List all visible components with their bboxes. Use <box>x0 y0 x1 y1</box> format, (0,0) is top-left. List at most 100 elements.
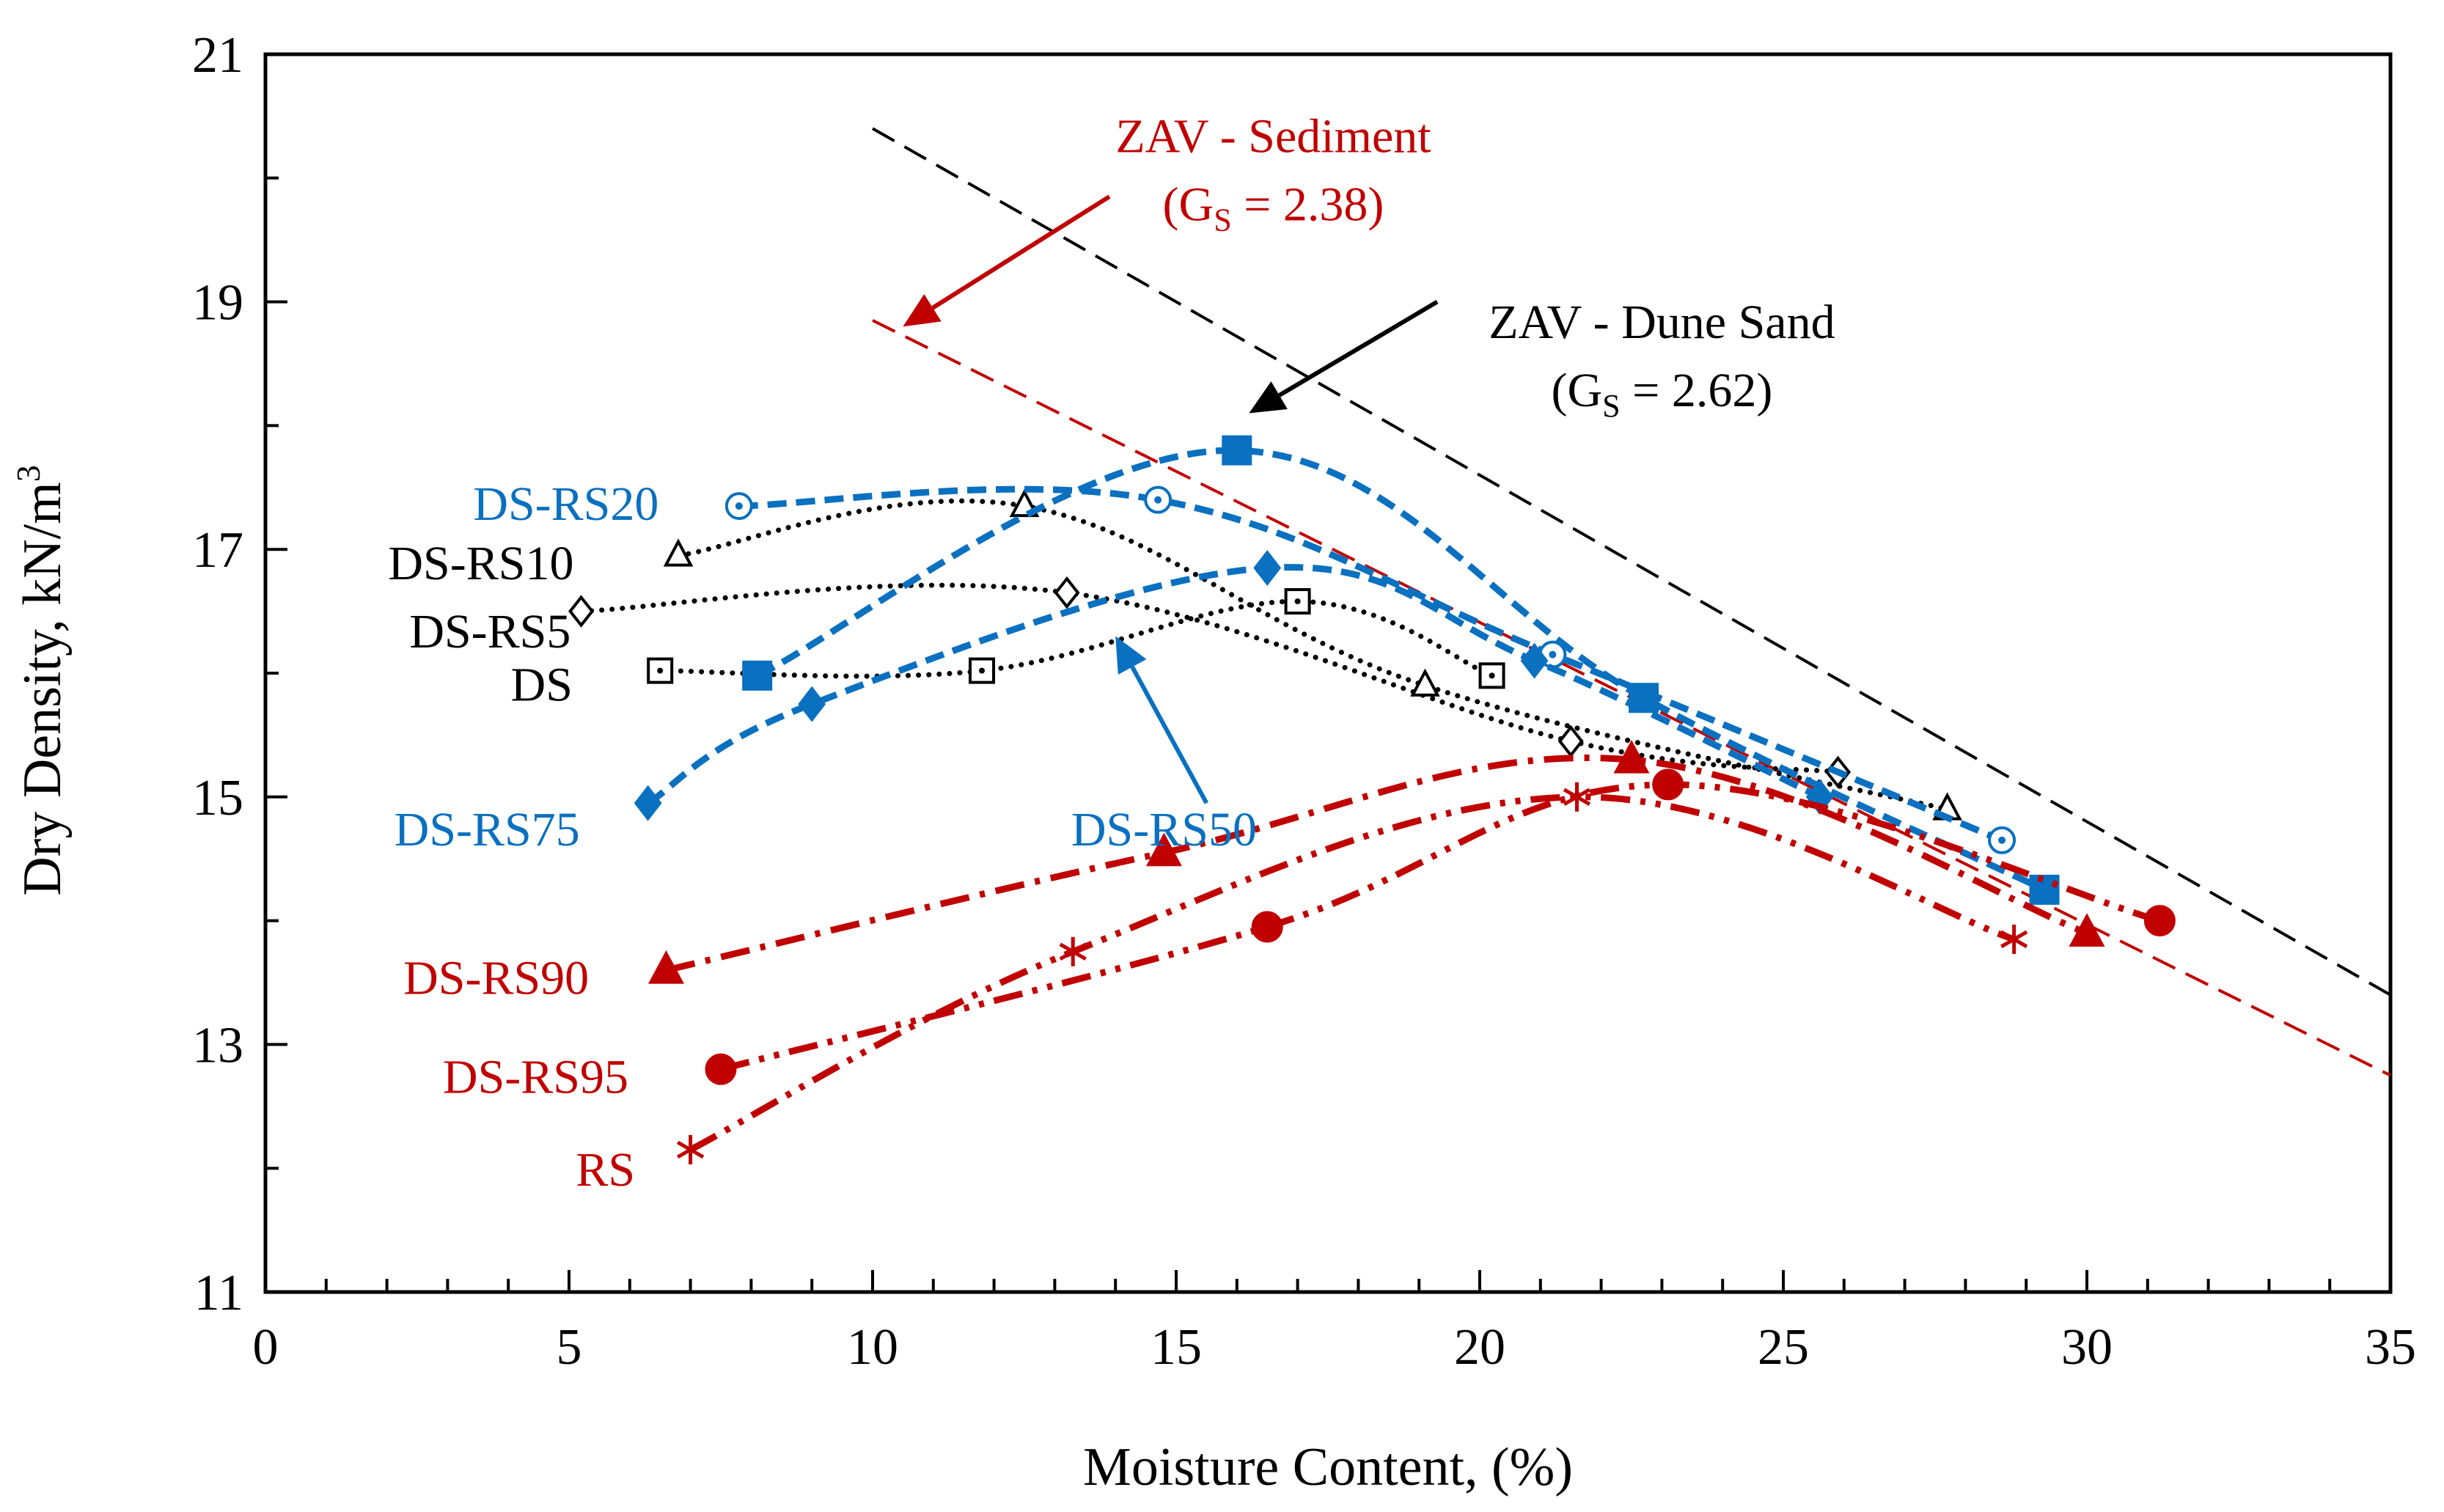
point-ds-rs90 <box>1613 739 1650 774</box>
annotation-gs-subscript: S <box>1214 202 1231 238</box>
series-label-ds-rs5: DS-RS5 <box>409 605 570 658</box>
x-axis-title: Moisture Content, (%) <box>1083 1437 1573 1497</box>
series-ds-rs50 <box>742 435 2060 905</box>
annotation-arrow-head <box>1115 636 1147 675</box>
point-ds-rs75 <box>1253 550 1282 586</box>
annotation-title: ZAV - Sediment <box>1115 110 1431 164</box>
y-tick-label: 13 <box>192 1017 243 1074</box>
point-ds-rs20-dot <box>1549 650 1557 658</box>
series-line-ds-rs95 <box>719 781 2161 1073</box>
series-label-rs: RS <box>576 1143 635 1197</box>
annotation-gs-value: = 2.62) <box>1621 364 1773 417</box>
asterisk-stroke <box>676 1140 705 1159</box>
y-tick-label: 21 <box>192 27 243 84</box>
point-ds-rs75 <box>1520 642 1549 679</box>
point-rs <box>676 1134 705 1164</box>
point-rs <box>2000 924 2028 954</box>
series-label-ds-rs75: DS-RS75 <box>395 803 580 856</box>
series-label-ds-rs50: DS-RS50 <box>1071 803 1257 856</box>
annotation-title: ZAV - Dune Sand <box>1489 296 1835 349</box>
series-ds-rs20 <box>724 485 2017 854</box>
point-ds-dot <box>1294 598 1301 605</box>
annotation-arrow-shaft <box>1278 300 1439 397</box>
y-tick-label: 11 <box>194 1265 243 1321</box>
series-line-ds-rs50 <box>755 447 2046 893</box>
y-tick-label: 17 <box>192 522 243 579</box>
point-ds-rs20-dot <box>1998 836 2006 844</box>
series-label-ds-rs95: DS-RS95 <box>443 1051 628 1104</box>
x-tick-label: 35 <box>2365 1319 2416 1376</box>
series-ds-rs95 <box>705 768 2176 1085</box>
series-label-ds-rs10: DS-RS10 <box>388 537 573 590</box>
x-tick-label: 0 <box>253 1319 279 1376</box>
point-ds-rs95 <box>2143 905 2176 937</box>
point-ds-dot <box>979 667 986 674</box>
x-tick-label: 30 <box>2061 1319 2113 1376</box>
annotation-arrow-shaft <box>1130 666 1209 804</box>
series-label-ds: DS <box>511 658 573 712</box>
annotation-0: ZAV - Sediment (GS = 2.38) <box>903 110 1431 327</box>
annotation-specific-gravity: (GS = 2.38) <box>1163 178 1384 238</box>
annotation-specific-gravity: (GS = 2.62) <box>1551 364 1772 424</box>
axes: 0 5 10 15 20 25 30 35 11 13 15 17 19 21 <box>192 27 2416 1376</box>
point-ds-rs75 <box>798 686 826 722</box>
x-tick-label: 15 <box>1151 1319 1202 1376</box>
annotation-arrow-head <box>1249 381 1288 414</box>
x-tick-label: 5 <box>557 1319 582 1376</box>
point-ds-rs5 <box>568 595 595 628</box>
x-tick-label: 20 <box>1454 1319 1505 1376</box>
series-line-ds-rs10 <box>675 498 1951 812</box>
point-ds-rs90 <box>647 950 684 984</box>
annotation-gs-value: = 2.38) <box>1232 178 1384 232</box>
x-tick-label: 25 <box>1758 1319 1809 1376</box>
point-ds-rs5 <box>1557 724 1584 758</box>
asterisk-stroke <box>1563 788 1591 806</box>
point-ds-rs20-dot <box>1154 496 1162 504</box>
x-tick-label: 10 <box>847 1319 898 1376</box>
point-ds-rs10 <box>1410 668 1440 697</box>
series-label-ds-rs90: DS-RS90 <box>403 952 589 1005</box>
point-ds-dot <box>1489 672 1495 679</box>
y-axis-title-superscript: 3 <box>10 465 47 482</box>
point-rs <box>1563 782 1591 812</box>
y-axis-title: Dry Density, kN/m3 <box>10 465 73 896</box>
point-ds-rs5 <box>1054 576 1080 609</box>
y-axis-title-main: Dry Density, kN/m <box>12 482 73 896</box>
point-ds-rs20-dot <box>735 502 743 510</box>
point-ds-rs95 <box>1652 768 1684 801</box>
series-ds-rs5 <box>568 576 1852 789</box>
point-ds-rs50 <box>1222 435 1252 466</box>
series-line-ds <box>657 598 1495 679</box>
point-rs <box>1059 936 1087 966</box>
annotation-arrow-head <box>903 294 942 327</box>
asterisk-stroke <box>2000 930 2028 949</box>
point-ds-rs95 <box>1251 911 1283 943</box>
annotation-arrow-shaft <box>931 194 1111 310</box>
point-ds-rs50 <box>742 660 773 691</box>
point-ds-rs50 <box>2029 874 2060 905</box>
plot-area <box>263 52 2393 1294</box>
series-ds-rs90 <box>647 739 2105 984</box>
annotation-2 <box>1115 636 1209 804</box>
series-line-ds-rs20 <box>738 485 2003 844</box>
y-tick-label: 19 <box>192 275 243 331</box>
zav-line-zav-dune-sand <box>872 127 2391 997</box>
annotation-gs-subscript: S <box>1602 388 1620 424</box>
annotation-gs-prefix: (G <box>1163 178 1214 232</box>
annotation-gs-prefix: (G <box>1551 364 1602 417</box>
series-line-ds-rs90 <box>665 755 2088 974</box>
series-ds <box>647 588 1505 689</box>
series-label-ds-rs20: DS-RS20 <box>473 477 658 531</box>
annotation-1: ZAV - Dune Sand (GS = 2.62) <box>1249 296 1835 424</box>
point-ds-rs90 <box>2069 913 2105 947</box>
annotations: ZAV - Sediment(GS = 2.38)ZAV - Dune Sand… <box>903 110 1835 804</box>
series-rs <box>676 782 2028 1164</box>
point-ds-rs75 <box>634 785 662 821</box>
point-ds-rs10 <box>663 538 694 567</box>
point-ds-rs90 <box>1145 832 1182 867</box>
point-ds-dot <box>657 667 664 674</box>
series-line-rs <box>689 793 2016 1153</box>
point-ds-rs95 <box>705 1053 737 1085</box>
